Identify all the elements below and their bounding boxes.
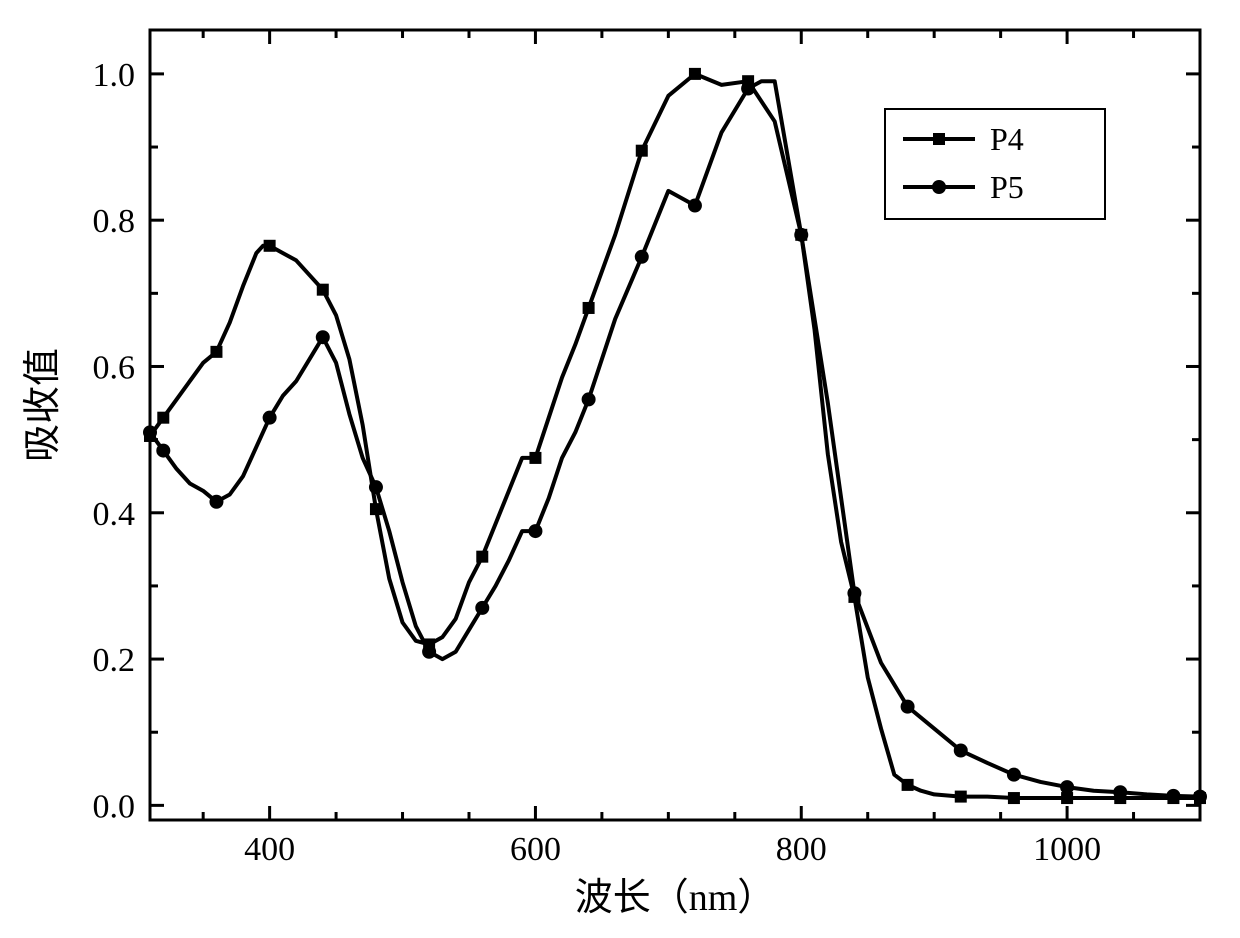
marker-circle <box>209 495 223 509</box>
x-tick-label: 600 <box>510 831 561 868</box>
marker-circle <box>954 744 968 758</box>
marker-circle <box>1113 785 1127 799</box>
marker-circle <box>475 601 489 615</box>
marker-square <box>689 68 701 80</box>
y-tick-label: 0.6 <box>93 349 136 386</box>
marker-square <box>529 452 541 464</box>
chart-container: 400 600 800 1000 0.0 0.2 0.4 0.6 0.8 1.0 波长（nm） 吸收值… <box>0 0 1240 938</box>
marker-circle <box>1193 790 1207 804</box>
marker-square <box>955 791 967 803</box>
marker-circle <box>156 444 170 458</box>
marker-circle <box>901 700 915 714</box>
marker-circle <box>263 411 277 425</box>
marker-circle <box>422 645 436 659</box>
marker-square <box>636 145 648 157</box>
marker-circle <box>847 586 861 600</box>
x-tick-label: 1000 <box>1033 831 1101 868</box>
x-tick-label: 800 <box>776 831 827 868</box>
marker-circle <box>143 425 157 439</box>
marker-square <box>1008 792 1020 804</box>
marker-square <box>902 779 914 791</box>
y-axis-label: 吸收值 <box>22 348 64 462</box>
marker-square <box>157 412 169 424</box>
y-tick-label: 0.4 <box>93 496 136 533</box>
marker-circle <box>582 392 596 406</box>
marker-square <box>210 346 222 358</box>
y-tick-label: 1.0 <box>93 57 136 94</box>
legend-marker-square <box>933 133 945 145</box>
marker-square <box>476 551 488 563</box>
marker-circle <box>794 228 808 242</box>
y-tick-label: 0.0 <box>93 788 136 825</box>
legend-label: P4 <box>990 121 1024 157</box>
legend-label: P5 <box>990 169 1024 205</box>
absorption-spectrum-chart: 400 600 800 1000 0.0 0.2 0.4 0.6 0.8 1.0 波长（nm） 吸收值… <box>0 0 1240 938</box>
marker-circle <box>635 250 649 264</box>
y-tick-label: 0.8 <box>93 203 136 240</box>
marker-circle <box>316 330 330 344</box>
legend-marker-circle <box>932 180 946 194</box>
y-tick-label: 0.2 <box>93 642 136 679</box>
marker-square <box>583 302 595 314</box>
marker-circle <box>741 82 755 96</box>
marker-square <box>264 240 276 252</box>
x-axis-label: 波长（nm） <box>575 877 776 919</box>
marker-circle <box>1060 780 1074 794</box>
marker-circle <box>528 524 542 538</box>
marker-circle <box>1007 768 1021 782</box>
marker-circle <box>688 199 702 213</box>
marker-circle <box>369 480 383 494</box>
marker-square <box>317 284 329 296</box>
x-tick-label: 400 <box>244 831 295 868</box>
marker-circle <box>1166 789 1180 803</box>
